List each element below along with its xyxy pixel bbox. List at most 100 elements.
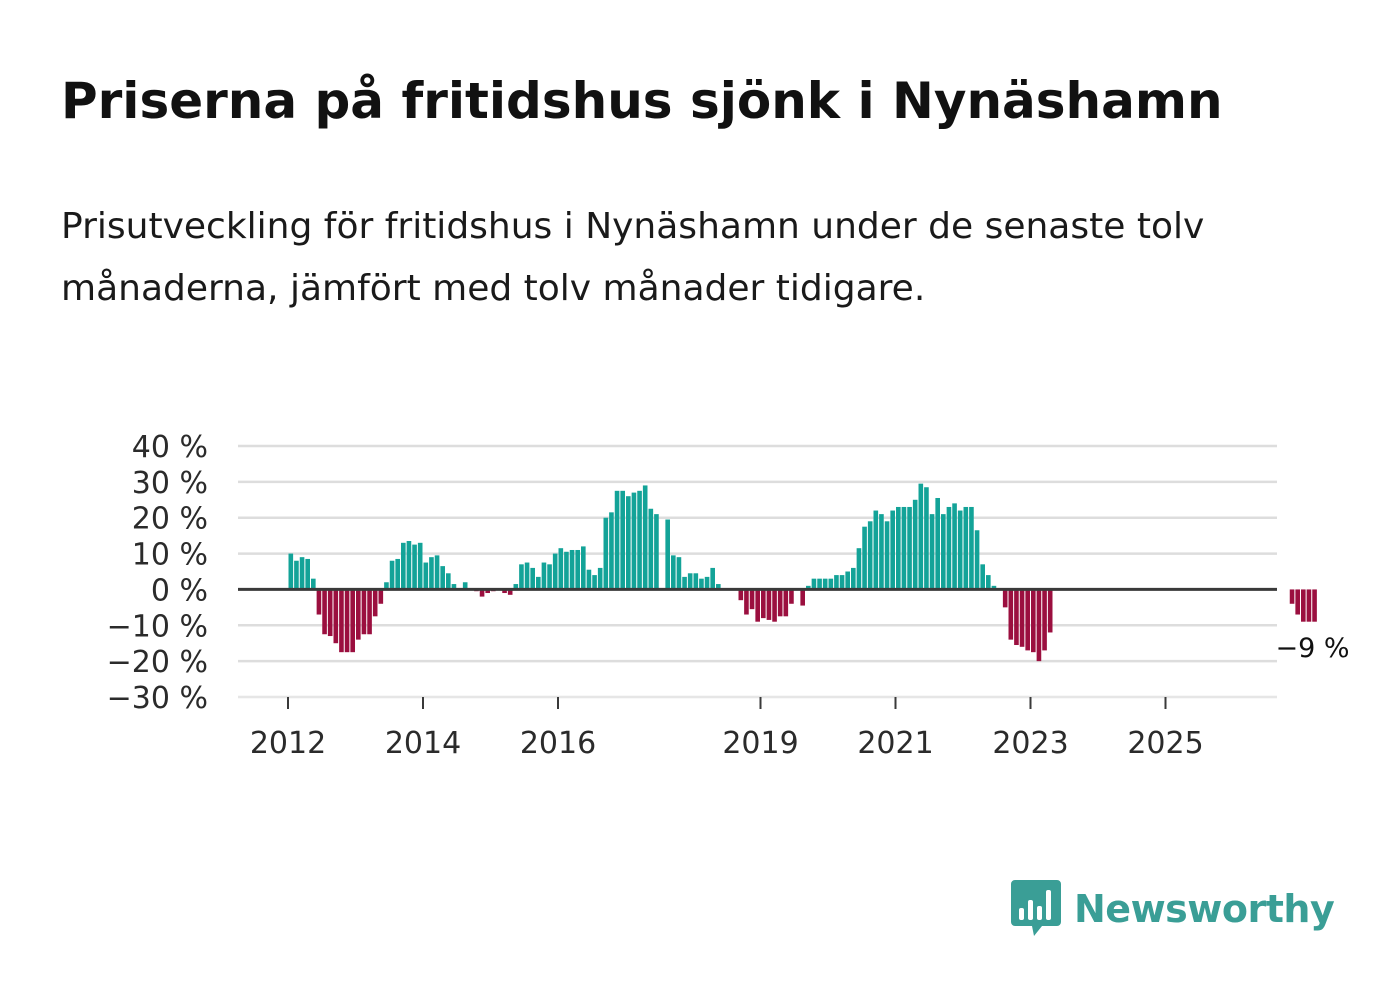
y-tick-label: 20 % <box>132 502 208 537</box>
bar <box>524 562 530 590</box>
bar <box>327 589 333 637</box>
bar <box>924 487 929 590</box>
bar <box>626 496 631 590</box>
bar <box>704 576 710 590</box>
last-value-label: −9 % <box>1276 633 1350 664</box>
bar <box>822 578 828 590</box>
bar <box>631 492 637 590</box>
y-tick-label: 40 % <box>132 430 208 465</box>
bar <box>952 503 957 590</box>
bar <box>1019 589 1025 647</box>
bar <box>873 510 879 590</box>
bar <box>789 589 794 604</box>
chart-title: Priserna på fritidshus sjönk i Nynäshamn <box>61 72 1223 130</box>
bar <box>941 514 946 590</box>
bar <box>817 578 822 590</box>
bar <box>862 526 867 590</box>
newsworthy-logo-icon <box>1011 880 1061 936</box>
x-tick-label: 2016 <box>520 726 596 761</box>
bar <box>350 589 355 653</box>
bar <box>333 589 339 644</box>
bar <box>912 499 918 590</box>
y-tick-label: −10 % <box>107 609 208 644</box>
bar <box>401 542 406 590</box>
bar <box>1306 589 1312 622</box>
bar <box>716 584 721 590</box>
bar <box>356 589 361 640</box>
bar <box>451 584 457 590</box>
bar <box>682 576 687 590</box>
bar <box>344 589 350 653</box>
newsworthy-logo: Newsworthy <box>1010 878 1335 940</box>
y-tick-label: −20 % <box>107 645 208 680</box>
x-axis: 2012 2014 2016 2019 2021 2023 2025 <box>250 697 1204 761</box>
bar <box>603 517 609 590</box>
bar <box>1025 589 1030 651</box>
bar <box>378 589 384 604</box>
bar <box>772 589 777 622</box>
bar <box>547 564 552 590</box>
bar <box>569 549 575 590</box>
bar <box>957 510 963 590</box>
bar <box>783 589 789 617</box>
bar <box>294 560 299 590</box>
bar <box>384 582 389 590</box>
bar <box>896 506 901 590</box>
bar <box>839 575 845 590</box>
bar <box>575 549 580 590</box>
bar <box>766 589 772 620</box>
bar <box>1047 589 1053 633</box>
bar <box>738 589 744 601</box>
bar <box>761 589 766 619</box>
bar <box>536 576 541 590</box>
x-tick-label: 2023 <box>992 726 1068 761</box>
bar <box>440 566 445 590</box>
bar <box>969 506 974 590</box>
bar <box>288 553 294 590</box>
bar <box>901 506 907 590</box>
bar <box>322 589 327 635</box>
bar <box>412 544 417 590</box>
bar <box>851 567 856 590</box>
bar <box>974 530 980 590</box>
bar <box>867 521 873 590</box>
x-tick-label: 2019 <box>722 726 798 761</box>
bar <box>986 575 991 590</box>
bar <box>423 562 429 590</box>
y-tick-label: −30 % <box>107 681 208 716</box>
bar <box>434 555 440 590</box>
y-tick-label: 30 % <box>132 466 208 501</box>
bar <box>305 558 310 590</box>
bar <box>856 548 862 590</box>
bar <box>676 557 682 590</box>
x-tick-label: 2021 <box>857 726 933 761</box>
bar <box>552 553 558 590</box>
bar <box>1031 589 1036 653</box>
bar <box>755 589 760 622</box>
bar <box>699 578 704 590</box>
chart-subtitle: Prisutveckling för fritidshus i Nynäsham… <box>61 206 1205 309</box>
bar <box>828 578 834 590</box>
bar <box>637 490 642 590</box>
bar <box>929 514 935 590</box>
bar <box>361 589 367 635</box>
bar <box>316 589 322 615</box>
bar <box>299 557 305 590</box>
bar <box>462 582 468 590</box>
bar <box>963 506 969 590</box>
bar <box>1295 589 1300 615</box>
bar <box>918 483 924 590</box>
bar <box>1002 589 1008 608</box>
bar <box>417 542 423 590</box>
y-axis: 40 %30 %20 %10 %0 %−10 %−20 %−30 % <box>107 430 208 716</box>
bar <box>479 589 485 597</box>
bar <box>429 557 434 590</box>
bar <box>935 497 940 590</box>
bar <box>1312 589 1317 622</box>
bar <box>890 510 895 590</box>
bar <box>541 562 547 590</box>
bar <box>597 567 603 590</box>
y-tick-label: 0 % <box>151 573 208 608</box>
bar <box>311 578 316 590</box>
bar <box>502 589 507 594</box>
